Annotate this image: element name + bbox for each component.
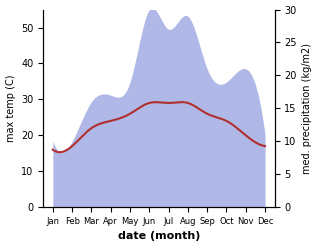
Y-axis label: max temp (C): max temp (C) <box>5 75 16 142</box>
Y-axis label: med. precipitation (kg/m2): med. precipitation (kg/m2) <box>302 43 313 174</box>
X-axis label: date (month): date (month) <box>118 231 200 242</box>
